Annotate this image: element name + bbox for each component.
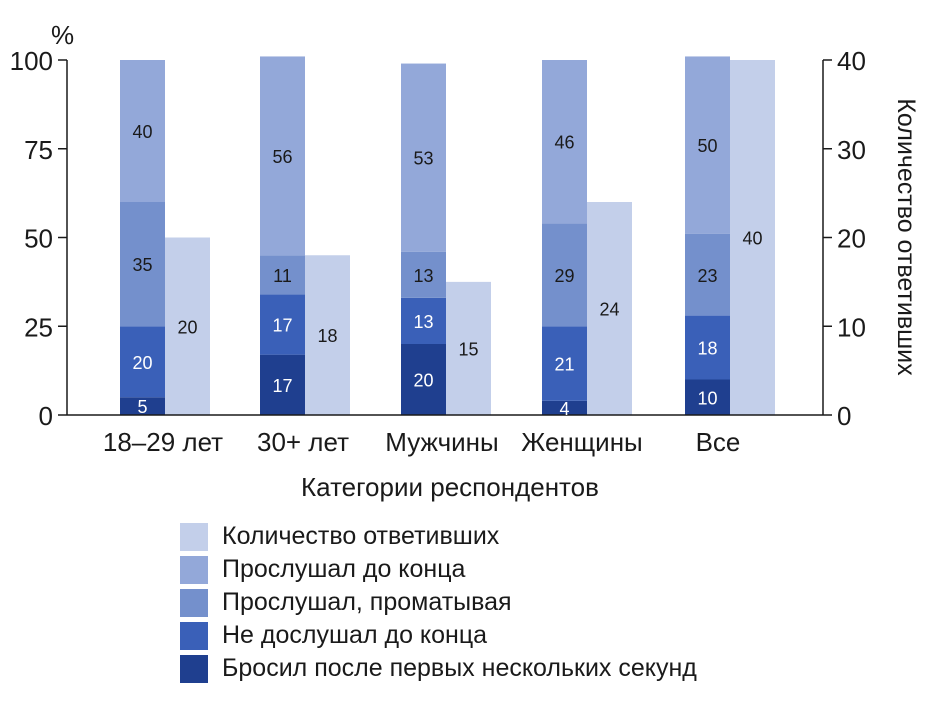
legend-swatch	[180, 555, 208, 584]
data-label: 11	[273, 266, 292, 286]
data-label: 10	[697, 388, 717, 408]
bars-layer	[120, 56, 775, 415]
bar-segment	[542, 400, 587, 415]
bar-segment	[542, 326, 587, 401]
data-label: 20	[413, 371, 433, 391]
data-label: 35	[132, 255, 152, 275]
y-tick-label-left: 75	[24, 135, 53, 165]
bar-segment	[260, 255, 305, 295]
legend-item-dropped: Бросил после первых нескольких секунд	[180, 652, 697, 685]
count-label: 24	[599, 300, 619, 320]
y-tick-label-right: 10	[837, 312, 866, 342]
count-bar	[305, 255, 350, 415]
y-axis-title-right: Количество ответивших	[892, 98, 920, 376]
data-label: 56	[272, 147, 292, 167]
x-axis-title: Категории респондентов	[301, 472, 599, 502]
bar-segment	[120, 202, 165, 327]
bar-segment	[542, 223, 587, 327]
legend-label: Прослушал до конца	[222, 555, 466, 583]
legend-swatch	[180, 588, 208, 617]
count-label: 18	[317, 326, 337, 346]
legend-swatch	[180, 654, 208, 683]
legend-item-count: Количество ответивших	[180, 520, 697, 553]
bar-segment	[260, 294, 305, 355]
data-label: 17	[272, 315, 292, 335]
x-tick-label: Все	[696, 427, 741, 457]
labels-layer: 5 20 35 40 20 17 17 11 56 18 20 13 13 53 15 4 21 29 46 24 10…	[10, 20, 920, 502]
bar-segment	[120, 60, 165, 202]
legend: Количество ответивших Прослушал до конца…	[180, 520, 697, 685]
y-tick-label-right: 40	[837, 46, 866, 76]
legend-label: Количество ответивших	[222, 522, 500, 550]
bar-segment	[120, 397, 165, 415]
y-tick-label-right: 0	[837, 401, 851, 431]
x-tick-label: Женщины	[521, 427, 642, 457]
chart: 5 20 35 40 20 17 17 11 56 18 20 13 13 53 15 4 21 29 46 24 10…	[10, 20, 920, 502]
legend-item-skipping: Прослушал, проматывая	[180, 586, 697, 619]
bar-segment	[685, 56, 730, 234]
y-tick-label-left: 100	[10, 46, 53, 76]
data-label: 53	[413, 149, 433, 169]
bar-segment	[260, 56, 305, 256]
data-label: 40	[132, 122, 152, 142]
count-label: 40	[742, 229, 762, 249]
x-tick-label: 18–29 лет	[103, 427, 223, 457]
data-label: 29	[554, 266, 574, 286]
x-tick-label: 30+ лет	[257, 427, 349, 457]
data-label: 21	[554, 355, 574, 375]
data-label: 23	[697, 266, 717, 286]
legend-item-not-finished: Не дослушал до конца	[180, 619, 697, 652]
y-tick-label-right: 20	[837, 224, 866, 254]
data-label: 18	[697, 339, 717, 359]
count-label: 20	[177, 317, 197, 337]
legend-label: Бросил после первых нескольких секунд	[222, 654, 697, 682]
data-label: 13	[413, 266, 433, 286]
y-tick-label-left: 50	[24, 224, 53, 254]
data-label: 17	[272, 376, 292, 396]
x-tick-label: Мужчины	[385, 427, 498, 457]
y-tick-label-right: 30	[837, 135, 866, 165]
bar-segment	[542, 60, 587, 224]
count-bar	[446, 281, 491, 415]
y-unit-label: %	[51, 20, 74, 50]
bar-segment	[260, 354, 305, 415]
y-tick-label-left: 25	[24, 312, 53, 342]
data-label: 13	[413, 312, 433, 332]
bar-segment	[401, 63, 446, 252]
data-label: 50	[697, 136, 717, 156]
bar-segment	[120, 326, 165, 398]
count-label: 15	[458, 339, 478, 359]
legend-label: Прослушал, проматывая	[222, 588, 512, 616]
bar-segment	[401, 251, 446, 298]
legend-label: Не дослушал до конца	[222, 621, 488, 649]
data-label: 4	[559, 399, 569, 419]
data-label: 20	[132, 353, 152, 373]
bar-segment	[401, 297, 446, 344]
count-bar	[730, 60, 775, 415]
legend-swatch	[180, 621, 208, 650]
bar-segment	[685, 233, 730, 316]
bar-segment	[685, 379, 730, 415]
y-tick-label-left: 0	[39, 401, 53, 431]
legend-swatch	[180, 522, 208, 551]
axes-layer	[58, 59, 832, 416]
bar-segment	[401, 344, 446, 415]
count-bar	[587, 202, 632, 415]
bar-segment	[685, 315, 730, 380]
legend-item-full: Прослушал до конца	[180, 553, 697, 586]
count-bar	[165, 237, 210, 415]
data-label: 46	[554, 133, 574, 153]
data-label: 5	[137, 397, 147, 417]
